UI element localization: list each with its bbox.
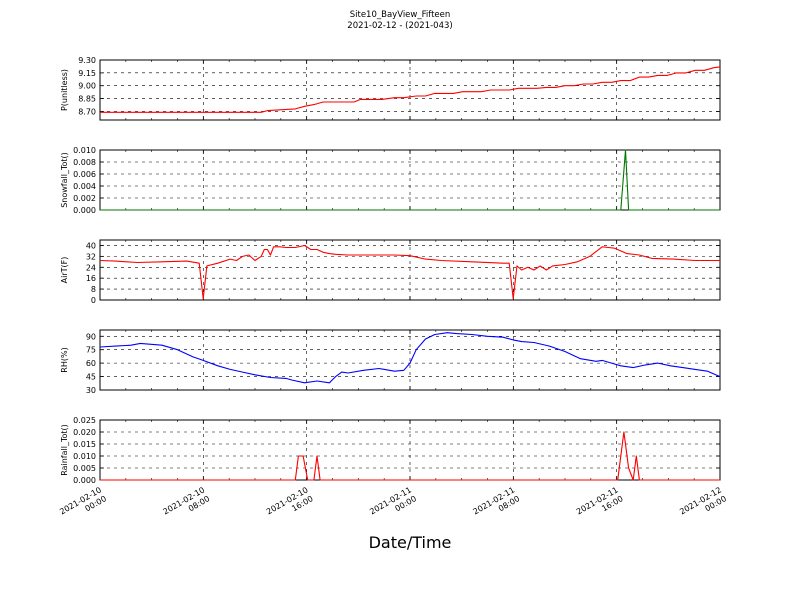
- y-tick-label: 45: [86, 373, 96, 382]
- chart-subtitle: 2021-02-12 - (2021-043): [347, 21, 453, 31]
- y-tick-label: 0: [91, 296, 96, 305]
- y-tick-label: 24: [86, 263, 96, 272]
- y-tick-label: 9.30: [78, 56, 96, 65]
- y-axis-label: RH(%): [60, 347, 69, 372]
- series-line: [99, 332, 721, 384]
- y-tick-label: 0.020: [73, 428, 96, 437]
- y-tick-label: 8.70: [78, 107, 96, 116]
- y-tick-label: 0.008: [73, 158, 96, 167]
- y-axis-label: Snowfall_Tot(): [60, 152, 69, 208]
- series-line: [100, 431, 720, 481]
- y-tick-label: 0.025: [73, 416, 96, 425]
- y-tick-label: 0.000: [73, 476, 96, 485]
- y-tick-label: 0.006: [73, 170, 96, 179]
- y-axis-label: Rainfall_Tot(): [60, 424, 69, 476]
- x-axis-label: Date/Time: [368, 533, 452, 552]
- y-tick-label: 0.010: [73, 452, 96, 461]
- y-axis-label: P(unitless): [60, 69, 69, 111]
- y-tick-label: 0.005: [73, 464, 96, 473]
- y-tick-label: 16: [86, 274, 96, 283]
- chart-title: Site10_BayView_Fifteen: [349, 10, 451, 20]
- y-tick-label: 40: [86, 241, 96, 250]
- y-tick-label: 9.15: [78, 69, 96, 78]
- y-tick-label: 75: [86, 346, 96, 355]
- y-tick-label: 8: [91, 285, 96, 294]
- series-line: [100, 66, 721, 113]
- series-line: [99, 244, 720, 300]
- y-tick-label: 0.010: [73, 146, 96, 155]
- series-line: [100, 149, 720, 211]
- y-tick-label: 0.015: [73, 440, 96, 449]
- y-tick-label: 0.004: [73, 182, 96, 191]
- y-tick-label: 0.002: [73, 194, 96, 203]
- y-tick-label: 32: [86, 252, 96, 261]
- y-tick-label: 9.00: [78, 82, 96, 91]
- y-tick-label: 30: [86, 386, 96, 395]
- y-axis-label: AirT(F): [60, 257, 69, 284]
- chart-title-block: Site10_BayView_Fifteen 2021-02-12 - (202…: [0, 10, 800, 32]
- y-tick-label: 0.000: [73, 206, 96, 215]
- y-tick-label: 60: [86, 359, 96, 368]
- y-tick-label: 8.85: [78, 95, 96, 104]
- y-tick-label: 90: [86, 332, 96, 341]
